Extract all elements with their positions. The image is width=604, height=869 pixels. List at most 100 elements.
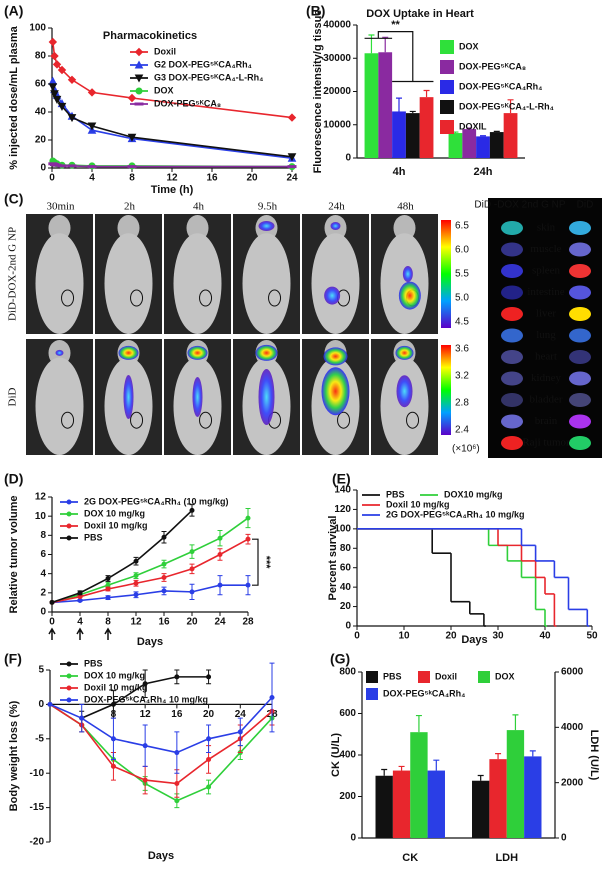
bar [375, 775, 393, 838]
signal-spot [323, 347, 348, 366]
signal-spot [123, 375, 134, 419]
organ-label: brain [535, 415, 558, 427]
y-tick-label: 5 [38, 665, 44, 676]
marker [127, 165, 137, 169]
y2-tick-label: 6000 [561, 667, 584, 678]
x-category-label: 24h [474, 166, 493, 178]
y-tick-label: 6 [40, 549, 46, 560]
legend-label: DOX-PEG⁵ᴷCA₈ [459, 61, 526, 71]
series-line [49, 696, 273, 754]
error-bar [512, 714, 519, 731]
marker [174, 674, 180, 680]
error-bar [398, 765, 405, 771]
legend-label: PBS [383, 671, 402, 681]
organ-image [501, 436, 523, 450]
marker [57, 164, 67, 168]
tumor-outline [406, 411, 420, 429]
y-tick-label: 0 [40, 163, 46, 174]
signal-spot [402, 266, 413, 282]
bar [472, 780, 490, 838]
x-axis-label: Time (h) [151, 184, 194, 196]
marker [174, 798, 180, 804]
x-category-label: 4h [393, 166, 406, 178]
series-line [51, 584, 248, 604]
y-tick-label: 40000 [323, 20, 351, 31]
mouse-head [117, 215, 140, 241]
organ-image [569, 393, 591, 407]
marker [161, 588, 167, 594]
legend-label: DOX [495, 671, 515, 681]
legend-label: 2G DOX-PEG⁵ᵏCA₄Rh₄ (10 mg/kg) [84, 496, 228, 506]
legend-marker [134, 74, 144, 83]
marker [110, 763, 116, 769]
marker [174, 781, 180, 787]
marker [67, 164, 77, 168]
legend-label: Doxil 10 mg/kg [84, 682, 148, 692]
y-axis-label: CK (U/L) [330, 733, 342, 777]
x-tick-label: 0 [49, 173, 55, 184]
legend-swatch [366, 671, 378, 683]
x-tick-label: 20 [203, 709, 215, 720]
bar [524, 756, 542, 838]
colorbar [441, 345, 451, 435]
organ-image [569, 285, 591, 300]
marker [245, 536, 251, 542]
marker [127, 93, 137, 103]
annotation: ** [391, 19, 400, 31]
legend-label: Doxil 10 mg/kg [84, 520, 148, 530]
y-tick-label: 10 [35, 511, 47, 522]
organ-image [569, 307, 591, 321]
organ-header: DiD -DOX 2nd G NP [474, 200, 565, 211]
tumor-outline [199, 289, 213, 307]
x-tick-label: 4 [89, 173, 95, 184]
organ-image [501, 328, 523, 343]
error-bar [409, 110, 416, 114]
marker [110, 701, 116, 707]
marker [206, 756, 212, 762]
y-axis-label: Percent survival [327, 516, 339, 601]
organ-image [501, 350, 523, 364]
bar [405, 113, 420, 158]
y-tick-label: 100 [29, 23, 46, 34]
legend-label: DOXIL [459, 121, 487, 131]
signal-spot [321, 367, 350, 416]
y-tick-label: 0 [38, 699, 44, 710]
colorbar-label: 5.5 [455, 269, 469, 280]
legend-label: DOX10 mg/kg [444, 489, 503, 499]
x-tick-label: 40 [539, 631, 551, 642]
legend-marker [66, 511, 72, 517]
legend-marker [66, 661, 72, 667]
x-tick-label: 16 [158, 617, 170, 628]
colorbar-label: 3.2 [455, 371, 469, 382]
bar [392, 111, 406, 158]
marker [245, 515, 251, 521]
panel-label: (A) [4, 3, 23, 19]
marker [245, 582, 251, 588]
organ-image [569, 414, 591, 429]
error-bar [529, 750, 536, 757]
legend-label: PBS [84, 532, 103, 542]
y-tick-label: 140 [334, 485, 351, 496]
x-tick-label: 12 [130, 617, 142, 628]
significance-bracket [252, 538, 259, 586]
marker [287, 113, 297, 122]
y-tick-label: 40 [35, 107, 47, 118]
organ-header: DiD [577, 200, 594, 211]
signal-spot [324, 286, 341, 305]
organ-image [569, 221, 591, 235]
x-tick-label: 16 [206, 173, 218, 184]
error-bar [493, 130, 500, 133]
colorbar-label: 4.5 [455, 317, 469, 328]
colorbar-label: 5.0 [455, 293, 469, 304]
mouse-body [35, 233, 84, 334]
bar [364, 53, 379, 159]
bar [462, 129, 477, 158]
x-tick-label: 4 [77, 617, 83, 628]
legend-marker [66, 697, 72, 703]
organ-label: intestine [527, 286, 564, 298]
error-bar [423, 89, 430, 98]
marker [174, 750, 180, 756]
organ-image [501, 371, 523, 386]
signal-spot [192, 377, 203, 417]
marker [206, 674, 212, 680]
